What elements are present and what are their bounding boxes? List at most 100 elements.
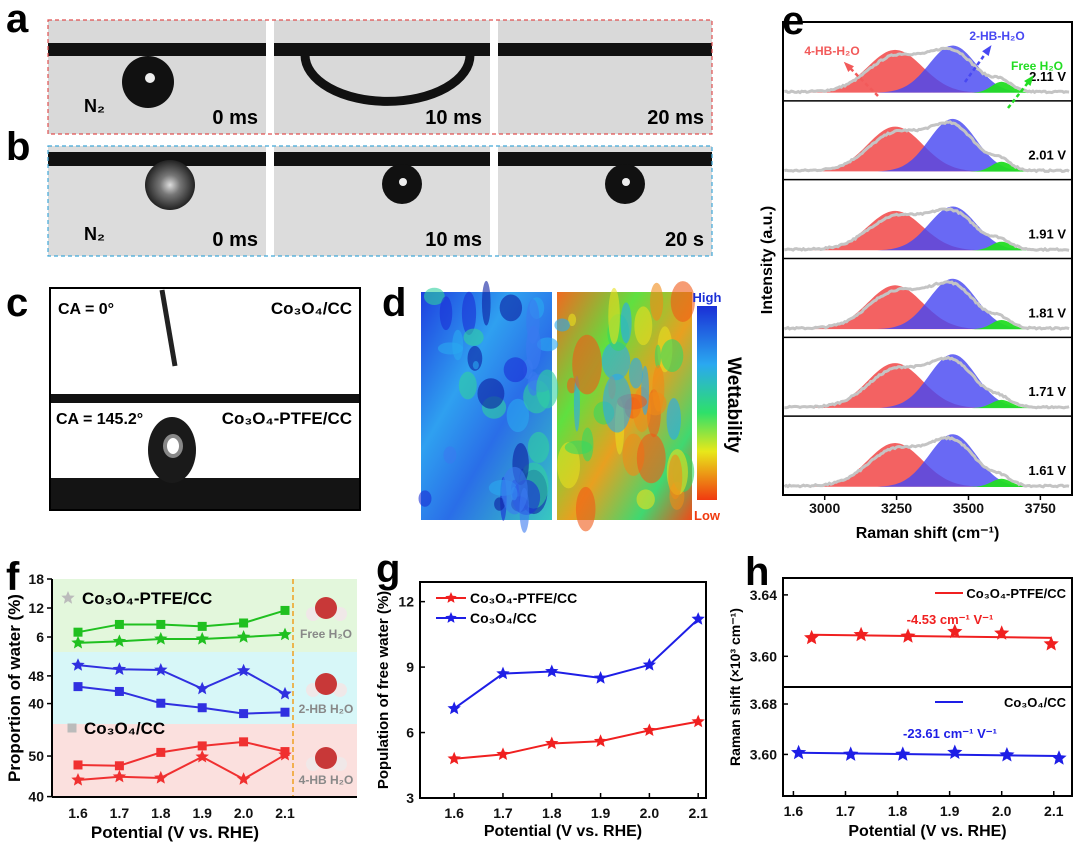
series-0 xyxy=(447,714,705,765)
component-label: 4-HB-H₂O xyxy=(804,44,859,58)
map-blob xyxy=(641,365,650,415)
subplot-0: 3.64 3.60 Co₃O₄-PTFE/CC -4.53 cm⁻¹ V⁻¹ xyxy=(750,577,1073,688)
star-marker xyxy=(853,626,869,642)
x-axis-label: Potential (V vs. RHE) xyxy=(848,823,1006,840)
gas-label: N₂ xyxy=(84,224,105,244)
surface-band xyxy=(274,152,490,166)
oxygen-atom-icon xyxy=(315,747,337,769)
series-line xyxy=(77,609,286,634)
arrow-head-icon xyxy=(982,45,992,56)
measured-spectrum xyxy=(783,435,1070,489)
map-blob xyxy=(536,337,559,352)
potential-label: 1.61 V xyxy=(1028,463,1066,478)
square-marker xyxy=(73,760,83,770)
substrate xyxy=(51,394,359,403)
star-marker xyxy=(1051,750,1067,765)
map-blob xyxy=(439,296,453,331)
map-blob xyxy=(501,466,528,515)
x-tick-label: 1.6 xyxy=(68,805,88,821)
series-2-0 xyxy=(71,747,292,786)
star-marker xyxy=(895,746,911,761)
panel-b: b N₂ 0 ms 10 ms 20 s xyxy=(6,125,713,257)
free-water-chart: 3 6 9 12 1.6 1.7 1.8 1.9 2.0 2.1 Co₃O₄-PTFE/CC Co₃O… xyxy=(375,581,708,840)
legend-label: Co₃O₄-PTFE/CC xyxy=(470,590,577,606)
panel-label: h xyxy=(745,550,769,594)
star-marker xyxy=(843,746,859,761)
star-marker xyxy=(112,662,127,675)
star-marker xyxy=(195,749,209,763)
legend-label: Co₃O₄-PTFE/CC xyxy=(82,589,212,608)
x-tick-label: 1.6 xyxy=(784,803,804,819)
y-tick-label: 6 xyxy=(406,725,414,741)
map-blob xyxy=(601,341,631,381)
y-tick-label: 3.68 xyxy=(750,696,777,712)
map-blob xyxy=(652,364,665,412)
measured-spectrum xyxy=(783,280,1070,331)
spectrum-strip: 1.71 V xyxy=(784,354,1070,410)
y-tick-label: 12 xyxy=(28,600,44,616)
fit-component-1 xyxy=(877,354,1027,408)
y-tick-label: 6 xyxy=(36,629,44,645)
species-label: 2-HB H₂O xyxy=(299,702,354,716)
x-axis-label: Raman shift (cm⁻¹) xyxy=(856,525,1000,542)
map-blob xyxy=(634,306,653,346)
map-blob xyxy=(503,357,528,383)
x-tick-label: 1.8 xyxy=(888,803,908,819)
star-marker xyxy=(112,769,127,783)
y-tick-label: 3.60 xyxy=(750,746,777,762)
fit-component-2 xyxy=(969,81,1034,93)
square-marker xyxy=(280,707,290,717)
panel-label: f xyxy=(6,555,20,599)
legend-label: Co₃O₄/CC xyxy=(1004,695,1067,710)
component-label: 2-HB-H₂O xyxy=(969,29,1024,43)
y-axis-label: Proportion of water (%) xyxy=(5,594,24,782)
spectrum-strip: 1.61 V xyxy=(783,434,1070,489)
square-marker xyxy=(197,703,207,713)
fit-line xyxy=(811,633,1052,639)
map-blob xyxy=(568,313,577,327)
square-marker xyxy=(197,621,207,631)
time-label: 0 ms xyxy=(212,229,258,251)
series-line xyxy=(454,720,699,760)
y-tick-label: 12 xyxy=(398,594,414,610)
map-blob xyxy=(620,302,632,344)
fit-component-2 xyxy=(969,399,1034,409)
map-blob xyxy=(654,344,662,369)
square-marker xyxy=(280,605,290,615)
square-marker xyxy=(239,737,249,747)
map-blob xyxy=(668,454,683,500)
star-marker xyxy=(236,630,251,643)
star-marker xyxy=(496,666,510,680)
x-tick-label: 3500 xyxy=(953,500,984,516)
series-line xyxy=(77,740,286,767)
fit-component-1 xyxy=(877,278,1027,329)
x-tick-label: 2.0 xyxy=(234,805,254,821)
star-marker xyxy=(804,629,820,645)
star-marker xyxy=(642,657,656,671)
x-tick-label: 1.8 xyxy=(542,805,562,821)
surface-band xyxy=(48,43,266,56)
y-axis-label: Population of free water (%) xyxy=(375,591,392,789)
time-label: 20 ms xyxy=(647,107,704,129)
axes-frame xyxy=(419,581,707,799)
droplet-highlight xyxy=(145,73,155,83)
y-tick-label: 3.60 xyxy=(750,648,777,664)
y-tick-label: 3 xyxy=(406,790,414,806)
potential-label: 2.01 V xyxy=(1028,148,1066,163)
map-blob xyxy=(573,375,580,432)
x-tick-label: 1.6 xyxy=(444,805,464,821)
map-blob xyxy=(666,398,681,440)
sample-label: Co₃O₄/CC xyxy=(271,299,352,318)
map-blob xyxy=(526,299,540,344)
fit-component-1 xyxy=(877,206,1027,251)
panel-label: c xyxy=(6,281,28,325)
x-tick-label: 1.9 xyxy=(940,803,960,819)
measured-spectrum xyxy=(784,355,1070,410)
map-blob xyxy=(650,282,664,321)
star-marker xyxy=(71,635,85,649)
star-marker xyxy=(545,664,559,678)
map-blob xyxy=(481,280,491,326)
map-blob xyxy=(575,486,596,532)
time-label: 10 ms xyxy=(425,229,482,251)
